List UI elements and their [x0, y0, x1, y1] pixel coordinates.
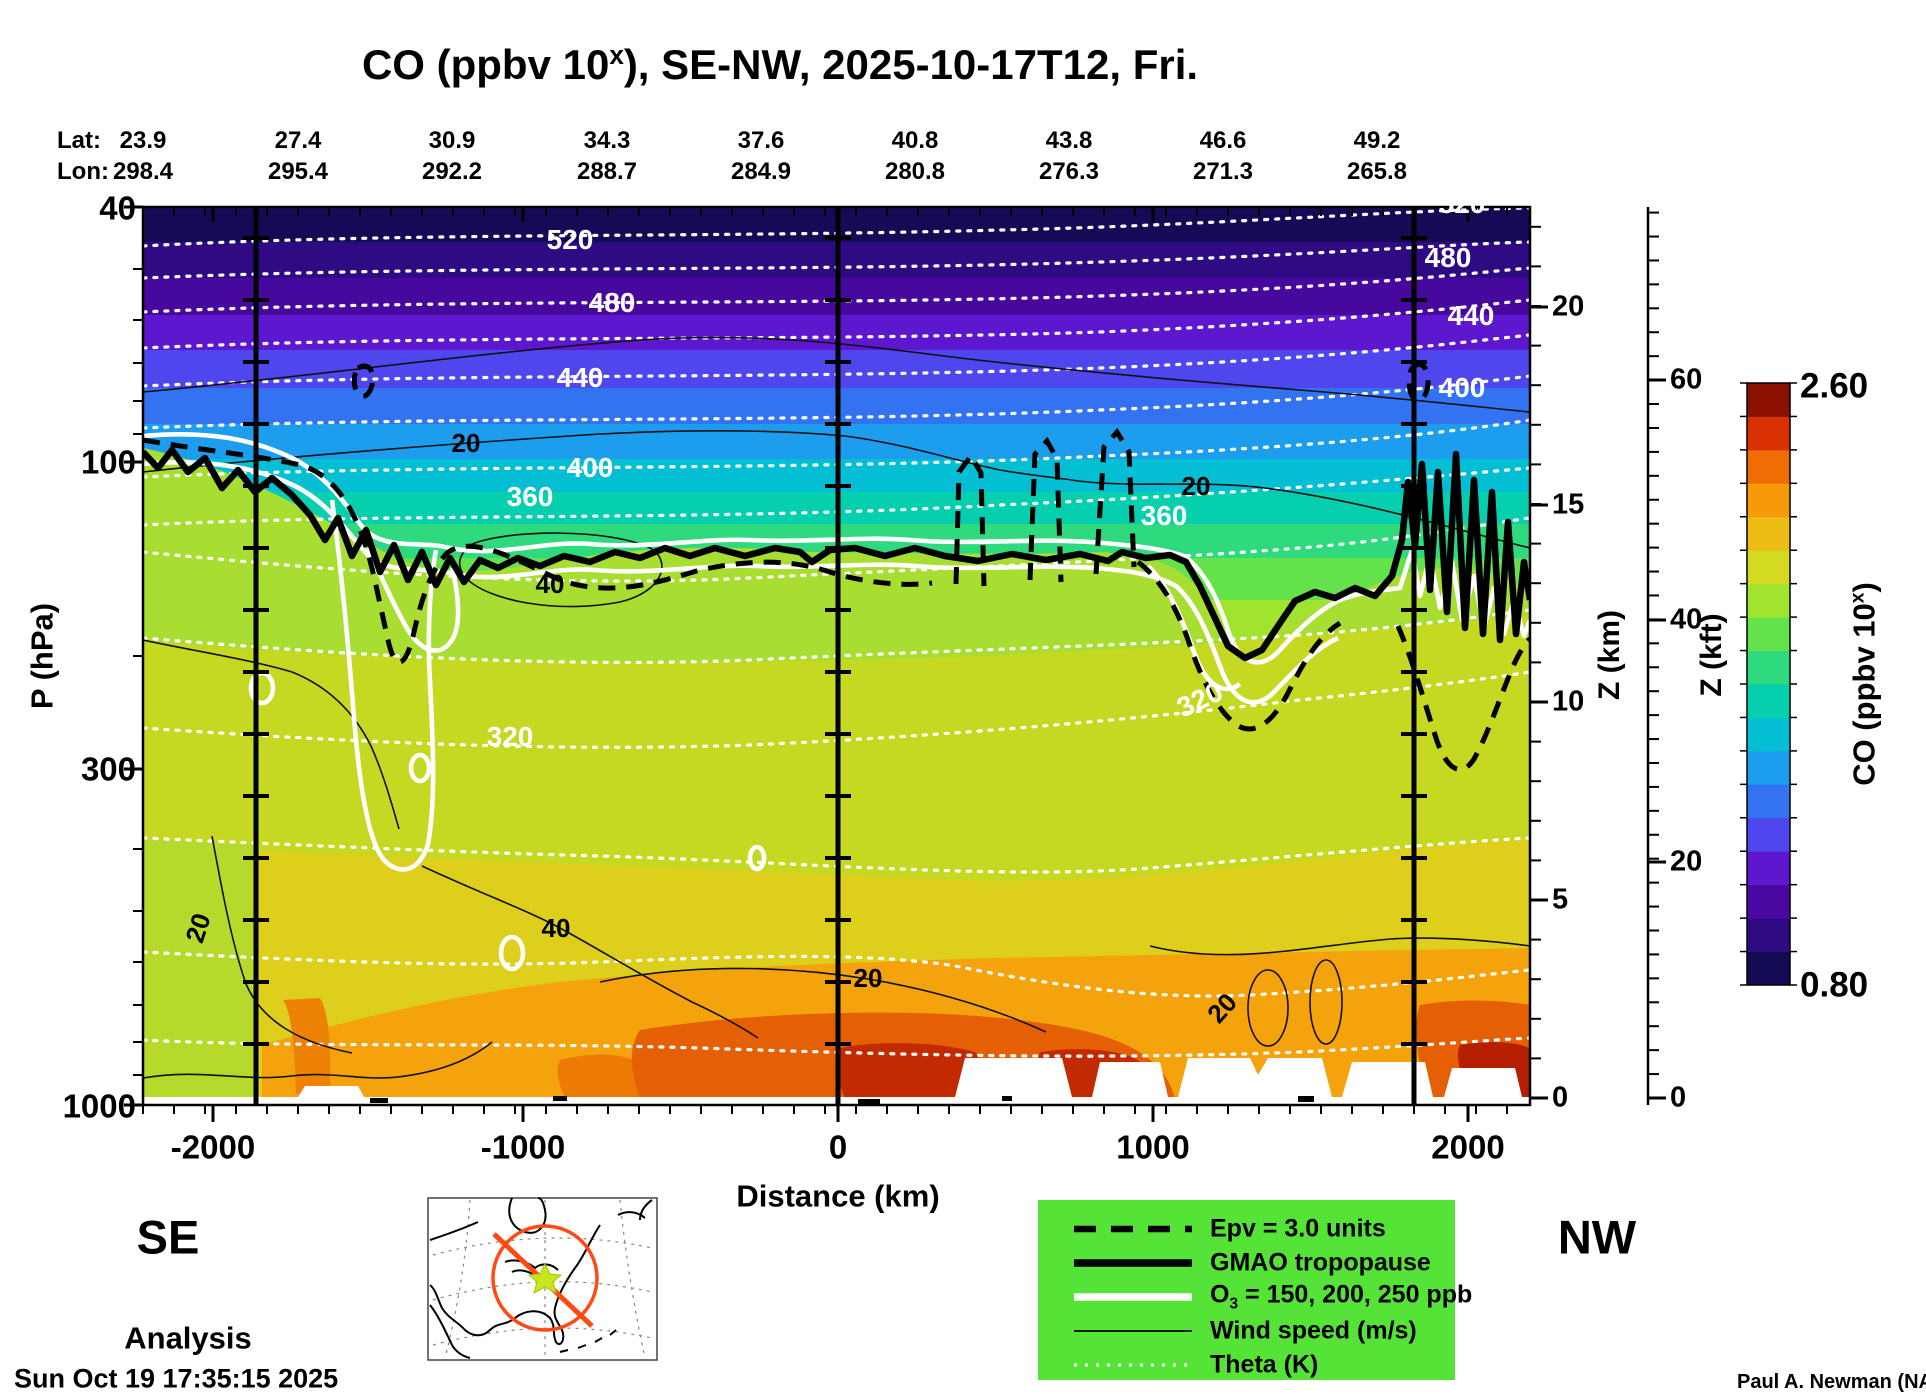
zkm-axis-title: Z (km)	[1593, 610, 1626, 700]
theta-label: 480	[588, 287, 636, 318]
map-center-star-icon	[527, 1262, 563, 1295]
colorbar-title-suffix: )	[1846, 582, 1882, 593]
zkft-tick: 20	[1670, 845, 1703, 878]
lon-value: 280.8	[884, 158, 946, 185]
lat-value: 43.8	[1045, 127, 1093, 154]
lat-row-label: Lat:	[57, 127, 101, 154]
lat-value: 23.9	[119, 127, 167, 154]
legend-line-samples	[1074, 1225, 1192, 1367]
co-color-field	[143, 207, 1530, 1105]
chart-title: CO (ppbv 10x), SE-NW, 2025-10-17T12, Fri…	[362, 42, 1198, 86]
chart-title-suffix: ), SE-NW, 2025-10-17T12, Fri.	[623, 41, 1199, 88]
lat-value: 34.3	[583, 127, 631, 154]
zkm-tick: 0	[1552, 1081, 1569, 1114]
lat-value: 37.6	[737, 127, 785, 154]
lon-value: 292.2	[421, 158, 483, 185]
theta-label: 400	[566, 452, 614, 483]
zkft-tick: 60	[1670, 363, 1703, 396]
chart-title-superscript: x	[609, 40, 624, 70]
chart-title-prefix: CO (ppbv 10	[361, 41, 610, 88]
legend-item-epv: Epv = 3.0 units	[1210, 1214, 1386, 1243]
colorbar-title-superscript: x	[1847, 592, 1869, 604]
theta-label: 360	[506, 481, 554, 512]
lon-value: 265.8	[1346, 158, 1408, 185]
y-axis-title: P (hPa)	[24, 602, 60, 710]
lat-value: 46.6	[1199, 127, 1247, 154]
legend-ozone-suffix: = 150, 200, 250 ppb	[1238, 1280, 1473, 1309]
zkft-axis-title: Z (kft)	[1695, 613, 1728, 697]
lat-value: 40.8	[891, 127, 939, 154]
legend-ozone-subscript: 3	[1229, 1295, 1239, 1313]
wind-label: 20	[451, 428, 481, 458]
zkft-tick: 40	[1670, 603, 1703, 636]
analysis-label: Analysis	[124, 1320, 252, 1356]
x-tick: 0	[828, 1128, 848, 1166]
lon-value: 271.3	[1192, 158, 1254, 185]
x-tick: -2000	[170, 1128, 256, 1166]
zkm-tick: 20	[1552, 290, 1585, 323]
map-coastlines	[429, 1197, 653, 1359]
zkm-tick: 10	[1552, 685, 1585, 718]
colorbar-title-prefix: CO (ppbv 10	[1846, 603, 1882, 786]
theta-label: 440	[1447, 300, 1495, 331]
lon-value: 298.4	[112, 158, 174, 185]
legend-item-ozone: O3 = 150, 200, 250 ppb	[1210, 1282, 1472, 1312]
lon-value: 284.9	[730, 158, 792, 185]
credit-label: Paul A. Newman (NASA	[1737, 1371, 1926, 1393]
timestamp-label: Sun Oct 19 17:35:15 2025	[14, 1363, 339, 1394]
colorbar	[1747, 383, 1790, 986]
lon-value: 295.4	[267, 158, 329, 185]
zkm-tick: 5	[1552, 883, 1569, 916]
axis-ticks	[124, 205, 1548, 1122]
colorbar-max: 2.60	[1800, 366, 1869, 406]
inset-map	[427, 1197, 658, 1361]
y-tick-1000: 1000	[62, 1087, 136, 1125]
legend-ozone-prefix: O	[1210, 1280, 1230, 1309]
endpoint-nw-label: NW	[1557, 1210, 1637, 1264]
x-tick: -1000	[480, 1128, 566, 1166]
z-kft-ticks	[1648, 211, 1666, 1100]
x-tick: 1000	[1116, 1128, 1190, 1166]
zkm-tick: 15	[1552, 488, 1585, 521]
theta-label: 520	[546, 224, 594, 255]
x-tick: 2000	[1431, 1128, 1505, 1166]
y-tick-100: 100	[80, 443, 136, 481]
y-tick-300: 300	[80, 750, 136, 788]
tropopause-line	[143, 446, 1530, 662]
wind-label: 40	[535, 569, 565, 599]
lat-value: 30.9	[428, 127, 476, 154]
wind-label: 20	[853, 963, 883, 993]
theta-label: 400	[1438, 372, 1486, 403]
surface-dashes	[370, 1096, 1314, 1105]
theta-label: 440	[556, 362, 604, 393]
legend-item-tropopause: GMAO tropopause	[1210, 1248, 1431, 1277]
theta-label: 320	[486, 721, 534, 752]
map-great-circle-ring	[491, 1224, 599, 1332]
y-tick-40: 40	[99, 189, 136, 227]
colorbar-min: 0.80	[1800, 965, 1869, 1005]
lat-value: 49.2	[1353, 127, 1401, 154]
lon-row-label: Lon:	[57, 158, 109, 185]
lon-value: 276.3	[1038, 158, 1100, 185]
theta-label: 520	[1438, 188, 1486, 219]
colorbar-ticks	[1740, 382, 1797, 986]
endpoint-se-label: SE	[136, 1210, 200, 1264]
legend-item-wind: Wind speed (m/s)	[1210, 1316, 1417, 1345]
wind-label: 40	[541, 913, 571, 943]
legend-box	[1038, 1200, 1455, 1380]
epv-contour	[143, 362, 1530, 772]
zkft-tick: 0	[1670, 1081, 1687, 1114]
waypoint-marker-lines	[243, 207, 1427, 1105]
lat-value: 27.4	[274, 127, 322, 154]
colorbar-title: CO (ppbv 10x)	[1846, 582, 1882, 786]
wind-label: 20	[1181, 471, 1211, 501]
lon-value: 288.7	[576, 158, 638, 185]
legend-item-theta: Theta (K)	[1210, 1350, 1319, 1379]
theta-label: 480	[1424, 242, 1472, 273]
x-axis-title: Distance (km)	[736, 1178, 940, 1214]
theta-label: 360	[1140, 500, 1188, 531]
